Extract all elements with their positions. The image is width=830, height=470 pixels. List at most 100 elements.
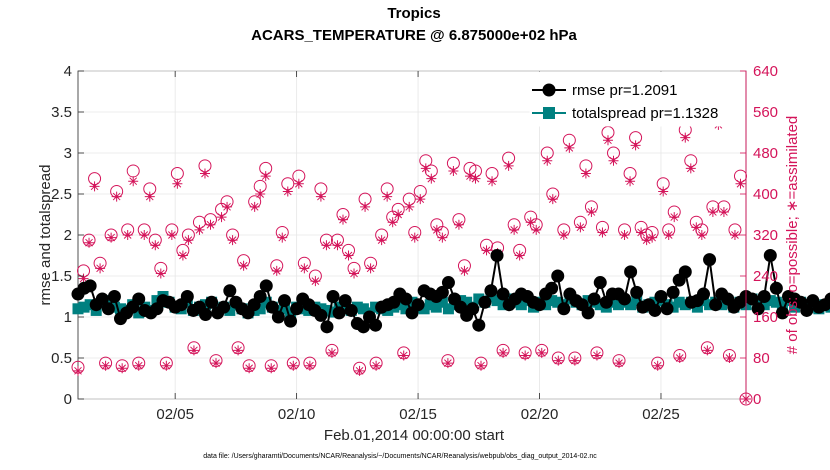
legend: rmse pr=1.2091 totalspread pr=1.1328: [529, 71, 746, 127]
footnote: data file: /Users/gharamti/Documents/NCA…: [203, 453, 597, 460]
assimilated-point: [503, 160, 514, 171]
y-right-tick-label: 320: [753, 227, 778, 244]
assimilated-point: [619, 230, 630, 240]
totalspread-point: [351, 301, 363, 313]
rmse-point: [557, 302, 571, 316]
assimilated-point: [95, 263, 106, 274]
rmse-point: [326, 290, 340, 303]
rmse-point: [654, 290, 668, 303]
rmse-point: [338, 294, 352, 308]
y-left-tick-label: 4: [64, 63, 72, 80]
assimilated-point: [365, 263, 376, 274]
chart-subtitle: ACARS_TEMPERATURE @ 6.875000e+02 hPa: [251, 27, 577, 44]
y-right-tick-label: 160: [753, 309, 778, 326]
totalspread-point: [200, 299, 212, 311]
assimilated-point: [188, 345, 199, 356]
assimilated-point: [442, 358, 453, 369]
rmse-point: [290, 302, 304, 316]
assimilated-point: [73, 365, 83, 376]
totalspread-point: [612, 299, 624, 311]
legend-rmse-label: rmse pr=1.2091: [572, 82, 677, 99]
totalspread-point: [679, 299, 691, 311]
assimilated-point: [431, 224, 442, 235]
assimilated-point: [487, 176, 498, 187]
assimilated-point: [304, 360, 315, 371]
assimilated-point: [211, 358, 222, 369]
totalspread-point: [491, 295, 503, 307]
totalspread-point: [673, 296, 685, 308]
totalspread-point: [691, 301, 703, 313]
assimilated-point: [569, 355, 580, 366]
assimilated-point: [144, 191, 155, 202]
assimilated-point: [332, 240, 343, 251]
assimilated-point: [321, 240, 332, 251]
assimilated-point: [183, 235, 194, 246]
totalspread-point: [631, 295, 643, 307]
rmse-point: [320, 320, 334, 334]
totalspread-point: [461, 296, 473, 308]
assimilated-point: [658, 186, 669, 197]
rmse-point: [332, 306, 346, 320]
assimilated-point: [84, 237, 95, 248]
assimilated-point: [426, 173, 437, 184]
assimilated-point: [641, 235, 652, 246]
totalspread-point: [649, 296, 661, 308]
assimilated-point: [696, 230, 707, 240]
assimilated-point: [625, 176, 636, 187]
assimilated-point: [531, 224, 542, 235]
rmse-point: [478, 295, 492, 309]
rmse-point: [696, 287, 710, 301]
y-left-tick-label: 1: [64, 309, 72, 326]
assimilated-point: [398, 350, 409, 361]
rmse-point: [344, 303, 358, 317]
rmse-point: [180, 290, 194, 303]
legend-rmse-marker: [542, 83, 556, 97]
assimilated-point: [669, 212, 680, 223]
assimilated-point: [337, 214, 348, 225]
rmse-point: [205, 295, 219, 309]
totalspread-point: [400, 303, 412, 315]
assimilated-point: [558, 230, 569, 240]
assimilated-point: [111, 191, 122, 202]
assimilated-point: [293, 178, 304, 189]
assimilated-point: [194, 224, 205, 235]
rmse-point: [217, 300, 231, 314]
assimilated-point: [326, 347, 337, 358]
rmse-point: [314, 308, 328, 322]
assimilated-point: [735, 178, 746, 189]
y-right-tick-label: 400: [753, 186, 778, 203]
assimilated-point: [636, 227, 647, 238]
totalspread-point: [594, 299, 606, 311]
totalspread-point: [278, 303, 290, 315]
totalspread-point: [430, 301, 442, 313]
rmse-point: [199, 308, 213, 322]
rmse-point: [277, 294, 291, 308]
totalspread-point: [546, 295, 558, 307]
assimilated-point: [564, 142, 575, 153]
y-right-tick-label: 80: [753, 350, 770, 367]
assimilated-point: [680, 132, 691, 143]
totalspread-point: [758, 299, 770, 311]
totalspread-point: [424, 299, 436, 311]
assimilated-point: [729, 230, 740, 240]
totalspread-point: [625, 299, 637, 311]
assimilated-point: [437, 232, 448, 243]
rmse-point: [369, 318, 383, 332]
rmse-point: [496, 287, 510, 301]
assimilated-point: [249, 201, 260, 212]
y-right-tick-label: 560: [753, 104, 778, 121]
totalspread-point: [789, 301, 801, 313]
assimilated-point: [498, 347, 509, 358]
rmse-point: [83, 279, 97, 293]
rmse-point: [132, 292, 146, 306]
assimilated-point: [122, 230, 133, 240]
rmse-point: [472, 318, 486, 332]
assimilated-point: [420, 163, 431, 174]
assimilated-point: [382, 191, 393, 202]
assimilated-point: [222, 201, 233, 212]
rmse-point: [399, 292, 413, 306]
x-tick-label: 02/20: [521, 406, 559, 423]
rmse-point: [95, 292, 109, 306]
